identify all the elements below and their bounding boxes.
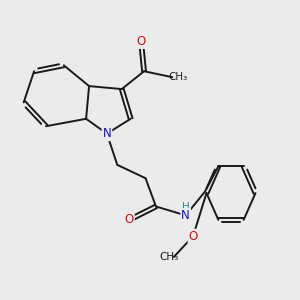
Text: H: H xyxy=(182,202,190,212)
Text: N: N xyxy=(181,209,190,222)
Text: CH₃: CH₃ xyxy=(168,72,187,82)
Text: N: N xyxy=(103,127,111,140)
Text: O: O xyxy=(188,230,198,243)
Text: CH₃: CH₃ xyxy=(160,252,179,262)
Text: O: O xyxy=(136,35,146,48)
Text: O: O xyxy=(124,213,134,226)
